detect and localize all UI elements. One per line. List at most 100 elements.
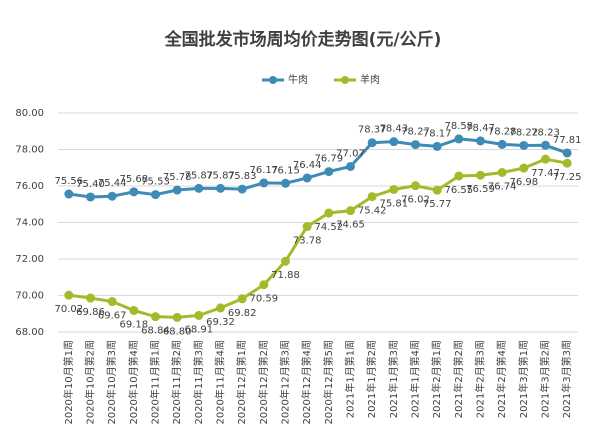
- data-label: 69.86: [76, 307, 105, 318]
- data-point: [237, 294, 247, 304]
- data-point: [562, 148, 572, 158]
- data-label: 68.80: [163, 326, 192, 337]
- data-label: 75.53: [141, 177, 170, 188]
- data-point: [324, 167, 334, 177]
- data-label: 77.25: [553, 172, 582, 183]
- x-tick-label: 2020年12月第3周: [279, 340, 292, 425]
- data-label: 73.78: [293, 236, 322, 247]
- data-point: [562, 158, 572, 168]
- data-label: 76.74: [488, 181, 517, 192]
- x-tick-label: 2021年3月第1周: [517, 340, 530, 418]
- data-label: 78.58: [445, 121, 474, 132]
- data-point: [541, 140, 550, 150]
- data-label: 76.59: [466, 184, 495, 195]
- data-point: [411, 181, 420, 191]
- data-point: [302, 173, 312, 183]
- x-tick-label: 2020年10月第2周: [84, 340, 97, 425]
- data-label: 69.82: [228, 308, 257, 319]
- data-label: 76.02: [401, 195, 430, 206]
- data-point: [497, 167, 507, 177]
- data-point: [172, 312, 182, 322]
- data-label: 78.27: [401, 127, 430, 138]
- data-point: [86, 293, 95, 303]
- data-point: [281, 256, 290, 266]
- data-label: 78.17: [423, 128, 452, 139]
- data-point: [432, 185, 442, 195]
- legend-label: 牛肉: [288, 73, 308, 86]
- data-label: 75.87: [206, 170, 235, 181]
- x-tick-label: 2020年12月第4周: [300, 340, 313, 425]
- y-tick-label: 70.00: [15, 291, 44, 302]
- y-tick-label: 78.00: [15, 145, 44, 156]
- x-tick-label: 2020年12月第1周: [235, 340, 248, 425]
- data-point: [107, 191, 117, 201]
- data-point: [259, 178, 269, 188]
- x-tick-label: 2021年1月第2周: [365, 340, 378, 418]
- data-label: 74.65: [336, 220, 365, 231]
- data-point: [346, 206, 355, 216]
- data-point: [497, 139, 507, 149]
- data-point: [389, 137, 399, 147]
- x-tick-label: 2020年10月第4周: [127, 340, 140, 425]
- data-point: [216, 303, 225, 313]
- data-label: 75.42: [358, 206, 387, 217]
- data-point: [194, 183, 204, 193]
- data-label: 76.15: [271, 165, 300, 176]
- data-point: [64, 189, 74, 199]
- data-point: [281, 178, 290, 188]
- x-tick-label: 2020年10月第3周: [105, 340, 118, 425]
- data-point: [129, 187, 139, 197]
- x-tick-label: 2020年12月第5周: [322, 340, 335, 425]
- x-tick-label: 2021年1月第1周: [344, 340, 357, 418]
- chart-title: 全国批发市场周均价走势图(元/公斤): [164, 29, 442, 50]
- data-point: [346, 161, 355, 171]
- data-point: [129, 305, 139, 315]
- data-label: 75.40: [76, 179, 105, 190]
- data-label: 69.32: [206, 317, 235, 328]
- data-label: 70.02: [55, 304, 84, 315]
- data-label: 76.44: [293, 160, 322, 171]
- data-point: [86, 192, 95, 202]
- data-label: 69.18: [120, 319, 149, 330]
- data-label: 75.83: [228, 171, 257, 182]
- data-label: 78.28: [488, 126, 517, 137]
- x-tick-label: 2020年12月第2周: [257, 340, 270, 425]
- data-point: [519, 140, 529, 150]
- data-point: [519, 163, 529, 173]
- data-point: [367, 138, 377, 148]
- data-label: 78.47: [466, 123, 495, 134]
- data-label: 75.77: [423, 199, 452, 210]
- data-label: 74.52: [315, 222, 344, 233]
- y-tick-label: 80.00: [15, 108, 44, 119]
- data-label: 76.17: [250, 165, 279, 176]
- data-label: 75.44: [98, 178, 127, 189]
- legend-label: 羊肉: [360, 73, 380, 86]
- data-label: 76.79: [315, 154, 344, 165]
- y-tick-label: 74.00: [15, 218, 44, 229]
- data-label: 69.67: [98, 311, 127, 322]
- y-tick-label: 68.00: [15, 327, 44, 338]
- data-label: 76.98: [510, 177, 539, 188]
- data-label: 77.07: [336, 148, 365, 159]
- x-tick-label: 2021年2月第2周: [452, 340, 465, 418]
- x-tick-label: 2021年3月第2周: [539, 340, 552, 418]
- data-label: 78.22: [510, 127, 539, 138]
- x-tick-label: 2021年2月第4周: [495, 340, 508, 418]
- x-tick-label: 2020年11月第2周: [170, 340, 183, 425]
- x-tick-label: 2021年1月第3周: [387, 340, 400, 418]
- data-point: [411, 140, 420, 150]
- x-tick-label: 2020年11月第1周: [149, 340, 162, 425]
- data-label: 76.55: [445, 185, 474, 196]
- data-point: [259, 280, 269, 290]
- x-tick-label: 2020年11月第3周: [192, 340, 205, 425]
- data-point: [194, 310, 204, 320]
- data-point: [172, 185, 182, 195]
- data-label: 78.43: [380, 124, 409, 135]
- data-point: [476, 136, 485, 146]
- data-point: [454, 134, 464, 144]
- data-label: 70.59: [250, 294, 279, 305]
- data-label: 77.47: [531, 168, 560, 179]
